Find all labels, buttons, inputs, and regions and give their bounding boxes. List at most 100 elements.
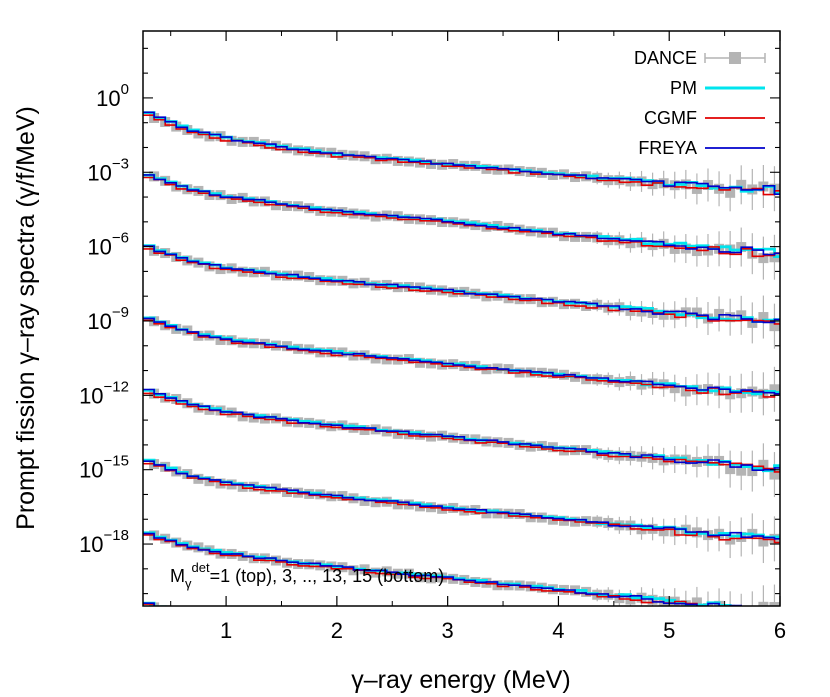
dance-point [692,670,702,680]
x-tick-label: 2 [331,618,343,643]
dance-point [714,673,724,683]
legend-entry-freya: FREYA [638,138,765,158]
legend: DANCE PM CGMF FREYA [634,48,766,158]
dance-point [459,647,469,657]
x-axis-title: γ–ray energy (MeV) [351,666,571,694]
dance-point [758,312,769,323]
legend-label: FREYA [638,138,697,158]
dance-point [769,678,779,688]
y-tick-label: 10−9 [87,304,129,334]
legend-label: PM [670,78,697,98]
cgmf-line-m11 [143,462,780,544]
dance-point [736,608,746,618]
dance-point [758,253,769,264]
dance-point [293,630,303,640]
dance-point [725,187,736,198]
dance-point [260,625,270,635]
dance-point [371,637,381,647]
dance-point [271,626,281,636]
freya-line-m1 [143,111,780,195]
dance-point [758,459,769,470]
dance-point [691,597,702,606]
freya-line-m5 [143,245,780,324]
dance-point [747,466,758,477]
annotation-text: =1 (top), 3, .., 13, 15 (bottom) [210,566,445,586]
x-tick-label: 6 [774,618,786,643]
dance-point [592,659,602,669]
freya-line-m3 [143,174,780,256]
x-tick-label: 4 [552,618,564,643]
dance-point [669,383,680,394]
dance-point [703,672,713,682]
dance-point [769,602,780,606]
legend-label: DANCE [634,48,697,68]
annotation-superscript: det [192,560,210,575]
dance-point [747,607,757,617]
dance-point [304,631,314,641]
annotation-prefix: M [170,566,185,586]
dance-point [559,656,569,666]
dance-point [614,660,624,670]
dance-point [670,668,680,678]
dance-series-m5 [149,245,780,349]
dance-point [736,179,747,190]
dance-point [725,673,735,683]
annotation-subscript: γ [185,576,192,591]
dance-point [382,638,392,648]
dance-point [481,647,491,657]
y-tick-label: 10−3 [87,155,129,185]
dance-point [182,613,192,623]
y-tick-label: 10−15 [79,453,129,483]
dance-point [404,641,414,651]
dance-point [725,464,736,475]
dance-series-m9 [149,388,780,498]
dance-point [193,615,203,625]
y-tick-label: 10−6 [87,230,129,260]
x-tick-label: 5 [663,618,675,643]
freya-line-m7 [143,317,780,395]
dance-point [570,657,580,667]
dance-point [659,664,669,674]
dance-point [348,636,358,646]
x-tick-label: 1 [220,618,232,643]
dance-point [680,386,691,397]
y-tick-label: 100 [96,81,129,111]
dance-point [725,312,736,323]
y-tick-label: 10−18 [79,527,129,557]
dance-point [470,648,480,658]
pm-line-m7 [143,316,780,396]
dance-point [171,608,181,618]
dance-point [736,465,747,476]
dance-point [204,615,214,625]
dance-point [758,536,769,547]
dance-point [360,637,370,647]
dance-point [393,640,403,650]
dance-point [548,654,558,664]
dance-point [249,623,259,633]
dance-point [315,633,325,643]
dance-point [736,676,746,686]
dance-point [493,650,503,660]
dance-point [637,664,647,674]
dance-point [681,667,691,677]
dance-point [769,384,780,395]
dance-point [769,321,780,332]
freya-line-m13 [143,532,742,606]
dance-point [648,665,658,675]
y-tick-label: 10−12 [79,378,129,408]
dance-point [625,664,635,674]
freya-line-m11 [143,460,780,540]
plot-frame [142,30,781,607]
y-axis-title: Prompt fission γ–ray spectra (γ/f/MeV) [12,106,40,530]
dance-point [603,661,613,671]
legend-label: CGMF [644,108,697,128]
dance-point [658,526,669,537]
dance-point [238,621,248,631]
dance-point [758,601,769,606]
freya-line-m9 [143,388,780,471]
dance-point [448,645,458,655]
plot-content [143,111,780,688]
legend-entry-cgmf: CGMF [644,108,765,128]
axis-ticks: 1 2 3 4 5 6 100 10−3 10−6 10−9 10−12 10−15 10−18 [79,31,786,643]
